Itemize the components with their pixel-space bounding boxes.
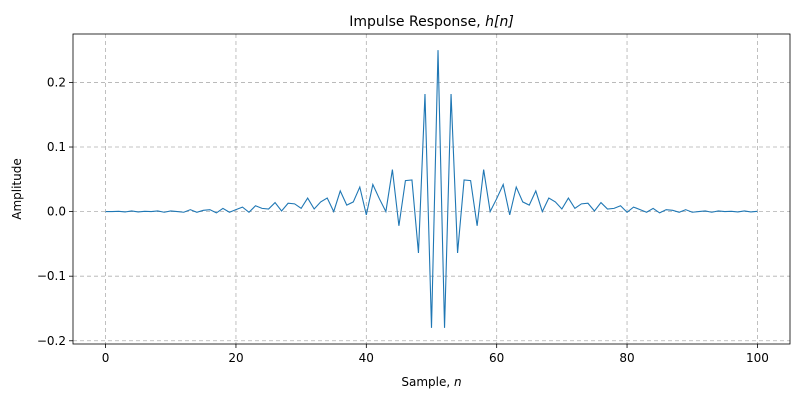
x-tick-label: 100: [746, 351, 769, 365]
x-tick-label: 0: [102, 351, 110, 365]
x-tick-label: 40: [359, 351, 374, 365]
y-tick-label: 0.0: [47, 205, 66, 219]
grid: [73, 34, 790, 344]
y-axis-label: Amplitude: [10, 158, 24, 220]
y-tick-label: 0.1: [47, 140, 66, 154]
x-tick-label: 60: [489, 351, 504, 365]
x-tick-label: 80: [619, 351, 634, 365]
data-points: [106, 50, 758, 328]
y-tick-label: −0.2: [37, 334, 66, 348]
x-axis-ticks: 0 20 40 60 80 100: [102, 344, 769, 365]
chart-title-variable: h[n]: [485, 14, 514, 30]
x-axis-label-prefix: Sample,: [401, 375, 454, 389]
x-axis-label: Sample, n: [401, 375, 461, 389]
x-axis-label-variable: n: [454, 375, 462, 389]
series-line: [105, 50, 758, 328]
y-tick-label: −0.1: [37, 269, 66, 283]
chart-title: Impulse Response, h[n]: [349, 14, 514, 30]
chart-title-prefix: Impulse Response,: [349, 14, 485, 30]
y-tick-label: 0.2: [47, 75, 66, 89]
x-tick-label: 20: [228, 351, 243, 365]
y-axis-ticks: −0.2 −0.1 0.0 0.1 0.2: [37, 75, 73, 348]
plot-frame: [72, 33, 791, 345]
